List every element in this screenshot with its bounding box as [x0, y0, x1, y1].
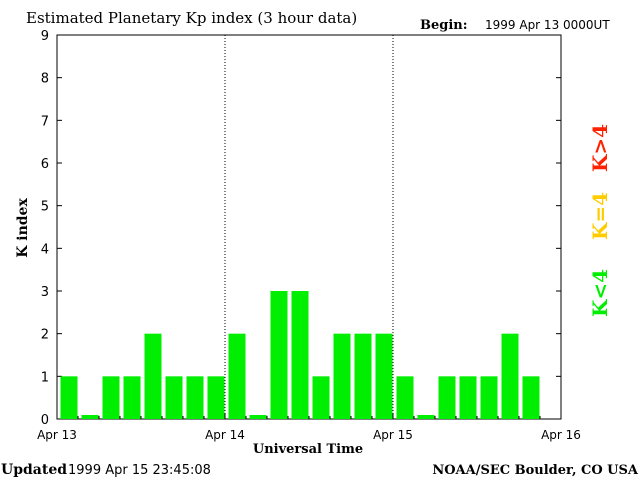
chart-title: Estimated Planetary Kp index (3 hour dat…	[26, 9, 357, 27]
kp-bar	[375, 333, 393, 419]
updated-value: 1999 Apr 15 23:45:08	[68, 463, 211, 478]
kp-bar	[396, 376, 414, 419]
y-tick-label: 5	[41, 200, 49, 215]
source-credit: NOAA/SEC Boulder, CO USA	[432, 463, 639, 478]
y-tick-label: 1	[41, 370, 49, 385]
kp-bar	[417, 415, 435, 419]
kp-bar	[249, 415, 267, 419]
y-tick-label: 6	[41, 157, 49, 172]
legend-k-less-4: K<4	[588, 268, 612, 318]
kp-bar	[291, 291, 309, 419]
y-tick-label: 4	[41, 242, 49, 257]
kp-bar	[501, 333, 519, 419]
kp-bar	[459, 376, 477, 419]
begin-label: Begin:	[420, 18, 468, 33]
y-tick-label: 8	[41, 72, 49, 87]
kp-bar	[102, 376, 120, 419]
x-tick-label: Apr 14	[205, 428, 245, 442]
y-tick-label: 2	[41, 328, 49, 343]
y-tick-label: 7	[41, 114, 49, 129]
begin-value: 1999 Apr 13 0000UT	[485, 18, 610, 32]
kp-bar	[438, 376, 456, 419]
kp-bar	[165, 376, 183, 419]
y-tick-label: 3	[41, 285, 49, 300]
legend-k-greater-4: K>4	[588, 123, 612, 173]
legend-k-equal-4: K=4	[588, 191, 612, 241]
x-axis-label: Universal Time	[253, 442, 363, 457]
kp-bar	[228, 333, 246, 419]
kp-bar	[312, 376, 330, 419]
x-tick-label: Apr 15	[373, 428, 413, 442]
kp-bar	[81, 415, 99, 419]
kp-bar	[207, 376, 225, 419]
kp-bar	[270, 291, 288, 419]
plot-area: 0 1 2 3 4 5 6 7 8 9 Apr 13 Apr 14 Apr 15 Apr 16	[37, 29, 581, 442]
kp-bar	[123, 376, 141, 419]
y-tick-label: 0	[41, 413, 49, 428]
x-tick-label: Apr 13	[37, 428, 77, 442]
y-tick-label: 9	[41, 29, 49, 44]
x-tick-label: Apr 16	[541, 428, 581, 442]
kp-bar	[354, 333, 372, 419]
plot-frame	[56, 34, 562, 420]
kp-bar	[480, 376, 498, 419]
kp-bar	[60, 376, 78, 419]
kp-bar	[186, 376, 204, 419]
kp-bar	[144, 333, 162, 419]
kp-bar	[333, 333, 351, 419]
y-axis-label: K index	[15, 198, 31, 258]
kp-bar	[522, 376, 540, 419]
updated-label: Updated	[1, 462, 67, 478]
